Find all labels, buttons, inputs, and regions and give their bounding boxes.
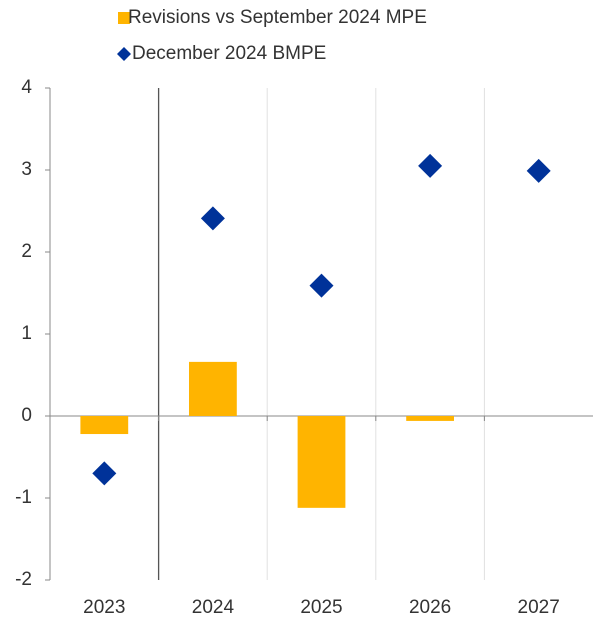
y-tick-label: 1 [21,323,32,344]
diamond-marker [418,153,443,178]
legend-label: December 2024 BMPE [132,43,326,64]
y-tick-label: -1 [15,487,32,508]
diamond-marker [200,206,225,231]
x-tick-label: 2024 [192,597,235,618]
diamond-marker [309,273,334,298]
x-tick-label: 2025 [300,597,342,618]
y-tick-label: 2 [21,241,32,262]
x-tick-label: 2026 [409,597,451,618]
diamond-marker [526,158,551,183]
bar [406,416,454,421]
y-tick-label: 0 [21,405,32,426]
y-tick-label: 3 [21,159,32,180]
bar [80,416,129,435]
diamond-marker [92,461,117,486]
x-tick-label: 2023 [83,597,125,618]
legend-swatch [118,12,130,24]
bar [189,361,237,416]
bar [297,416,346,508]
x-tick-label: 2027 [518,597,560,618]
y-tick-label: 4 [21,77,32,98]
legend-label: Revisions vs September 2024 MPE [128,7,427,28]
y-tick-label: -2 [15,569,32,590]
legend-swatch [117,47,131,61]
